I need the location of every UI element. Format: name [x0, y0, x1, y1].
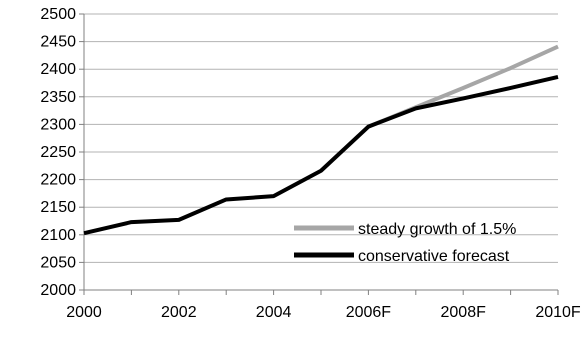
y-tick-label: 2450 — [40, 34, 76, 51]
axes — [79, 13, 559, 295]
y-tick-label: 2100 — [40, 227, 76, 244]
y-tick-label: 2400 — [40, 61, 76, 78]
x-tick-label: 2008F — [441, 304, 487, 321]
legend-label-1: conservative forecast — [358, 248, 510, 265]
x-tick-label: 2002 — [161, 304, 197, 321]
y-tick-label: 2300 — [40, 116, 76, 133]
y-tick-label: 2150 — [40, 199, 76, 216]
y-tick-label: 2000 — [40, 282, 76, 299]
x-tick-label: 2006F — [346, 304, 392, 321]
x-tick-label: 2000 — [66, 304, 102, 321]
x-tick-label: 2010F — [535, 304, 581, 321]
y-tick-label: 2250 — [40, 144, 76, 161]
legend-label-0: steady growth of 1.5% — [358, 221, 516, 238]
y-tick-label: 2500 — [40, 6, 76, 23]
gridlines — [84, 13, 558, 263]
legend: steady growth of 1.5% conservative foreca… — [294, 221, 516, 265]
x-tick-labels: 2000 2002 2004 2006F 2008F 2010F — [66, 304, 581, 321]
series-line-1 — [83, 74, 559, 236]
series-lines — [83, 44, 559, 236]
y-tick-label: 2050 — [40, 254, 76, 271]
y-tick-label: 2350 — [40, 89, 76, 106]
x-tick-label: 2004 — [256, 304, 292, 321]
y-tick-labels: 2000 2050 2100 2150 2200 2250 2300 2350 2400 2450… — [40, 6, 76, 299]
y-tick-label: 2200 — [40, 172, 76, 189]
